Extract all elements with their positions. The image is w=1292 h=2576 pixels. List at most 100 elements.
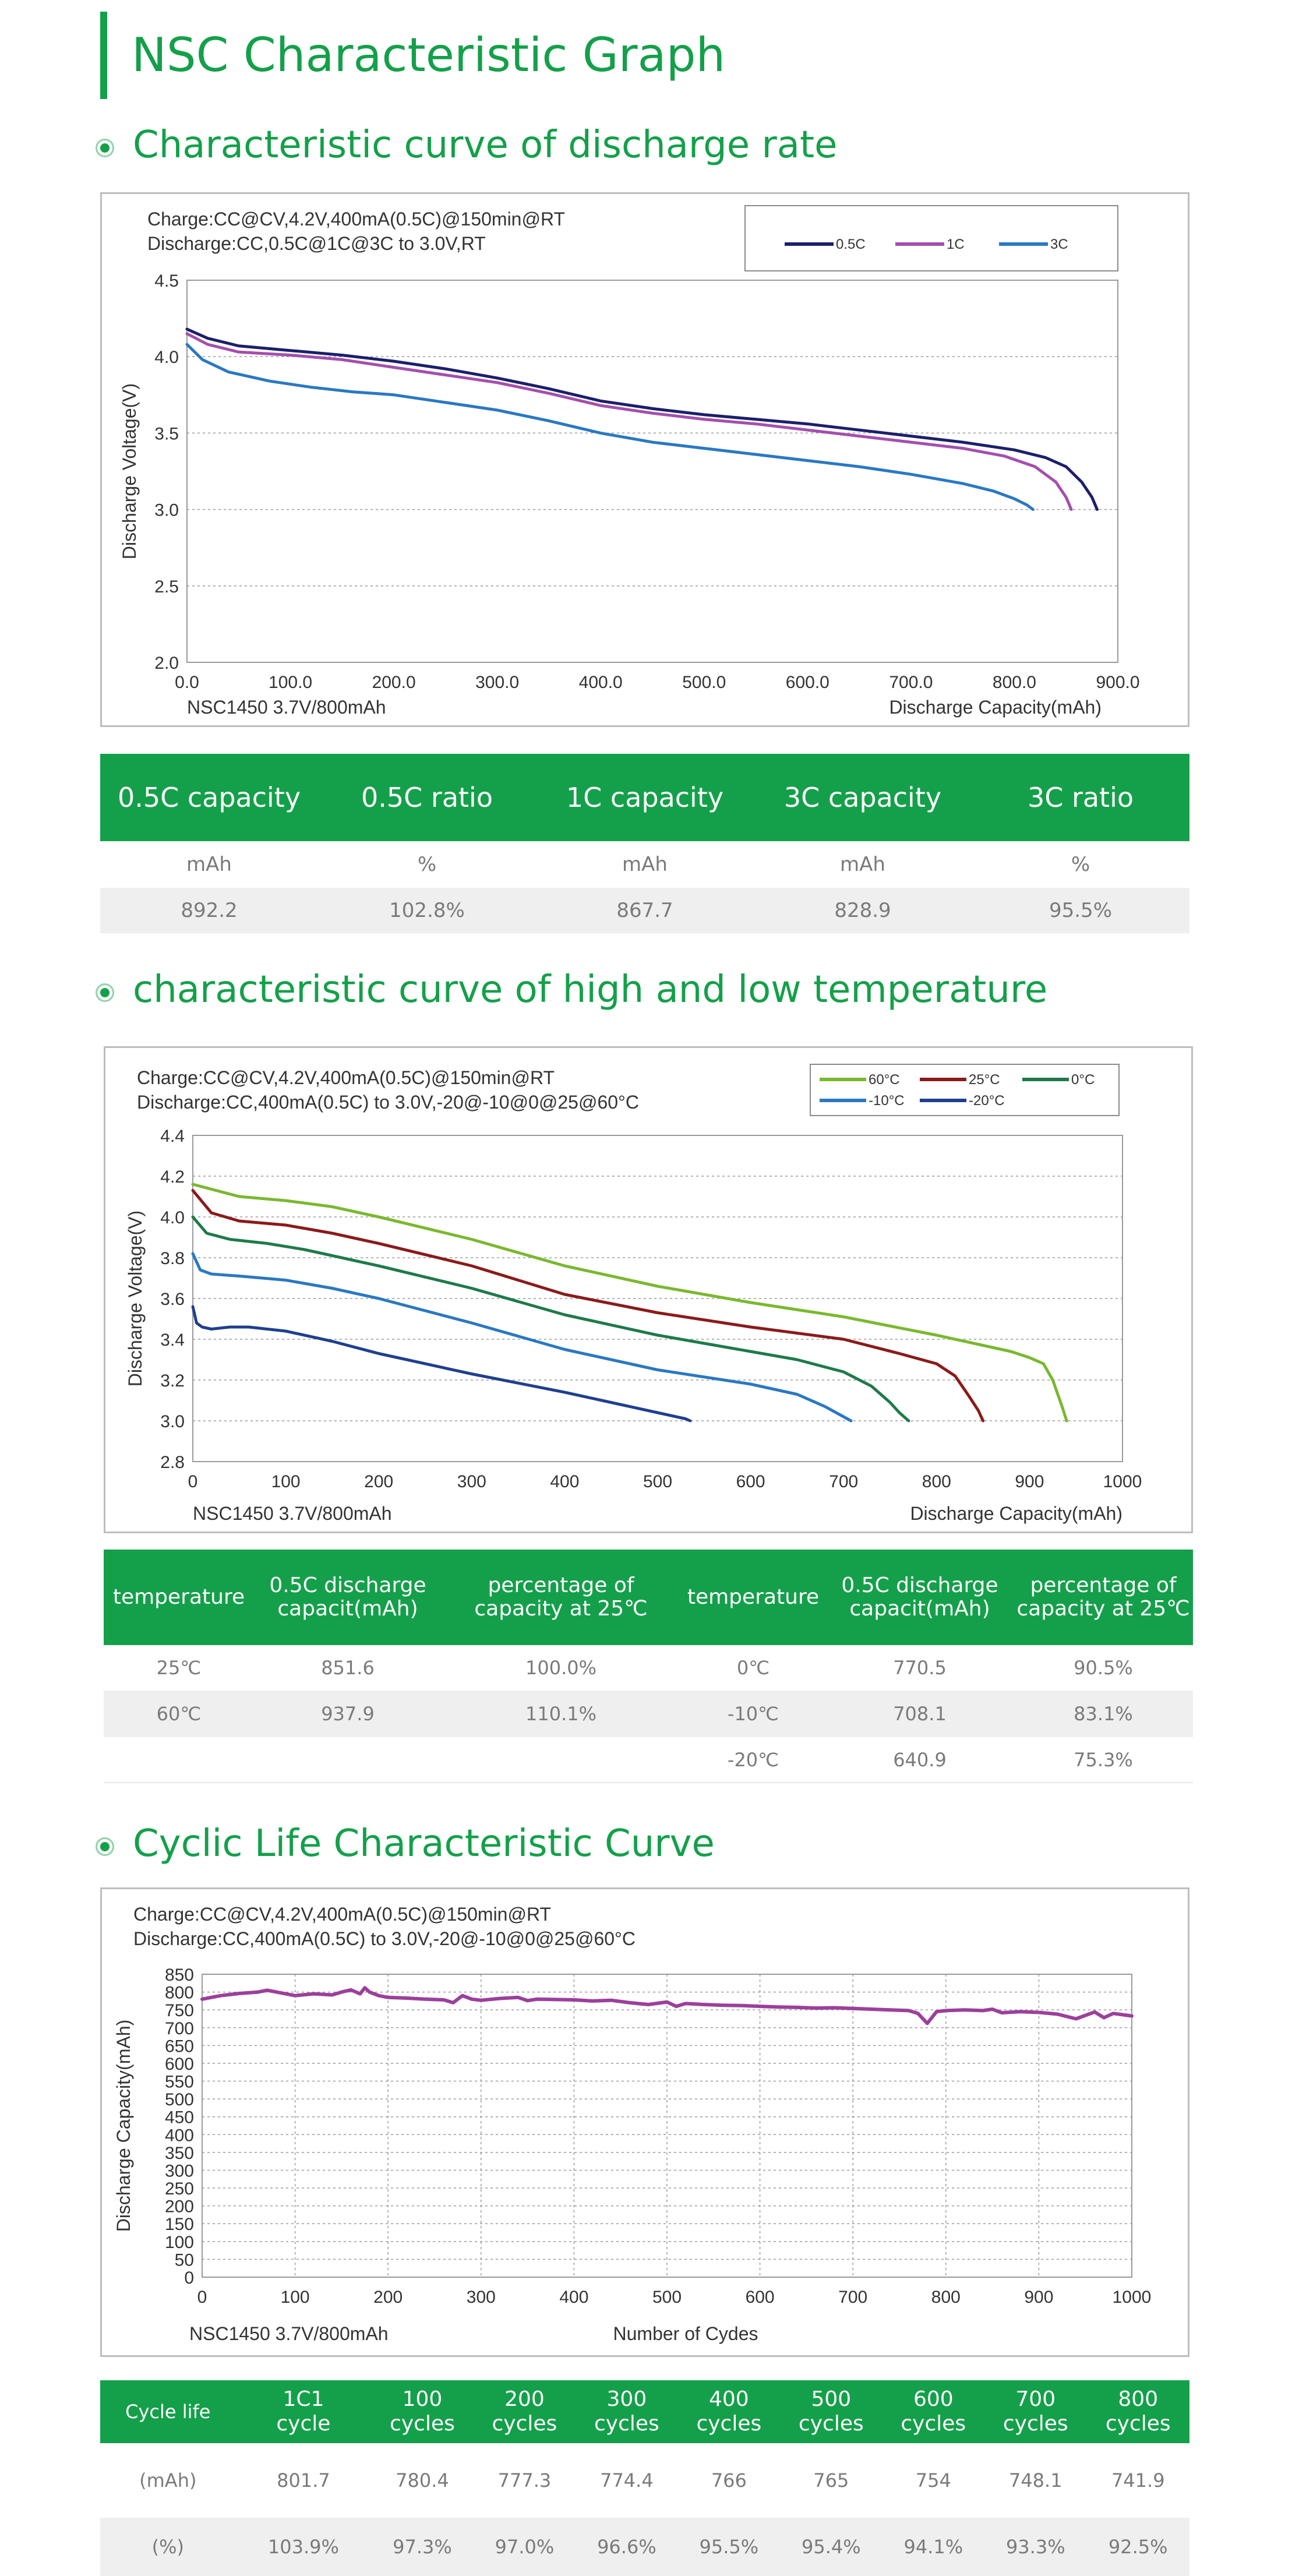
table-cell: 110.1%: [442, 1691, 680, 1737]
series-line: [191, 1305, 692, 1423]
unit-cell: mAh: [622, 853, 668, 876]
x-tick-label: 100: [281, 2288, 310, 2307]
x-tick-label: 900: [1015, 1472, 1044, 1491]
x-tick-label: 600: [746, 2288, 775, 2307]
x-tick-label: 600.0: [786, 673, 829, 692]
table-cell: 741.9: [1111, 2469, 1165, 2492]
series-line: [191, 1252, 853, 1423]
unit-cell: %: [1071, 853, 1090, 876]
discharge-note: Discharge:CC,0.5C@1C@3C to 3.0V,RT: [147, 233, 486, 254]
table-cell: 780.4: [396, 2469, 449, 2492]
table-header: 700 cycles: [984, 2380, 1087, 2443]
x-tick-label: 0: [197, 2288, 207, 2307]
table-header: 200 cycles: [473, 2380, 576, 2443]
table-header: 800 cycles: [1086, 2380, 1189, 2443]
table-header: 3C capacity: [754, 754, 972, 841]
section-title-temperature: characteristic curve of high and low tem…: [133, 968, 1048, 1011]
y-tick-label: 850: [165, 1965, 194, 1985]
series-line: [185, 327, 1099, 511]
x-tick-label: 900.0: [1096, 673, 1139, 692]
table-cell: 83.1%: [1014, 1691, 1193, 1737]
table-cell: 777.3: [497, 2469, 552, 2492]
table-cell: 25℃: [156, 1657, 202, 1679]
y-tick-label: 750: [165, 2001, 194, 2020]
table-cell: 60℃: [104, 1691, 254, 1737]
charge-note: Charge:CC@CV,4.2V,400mA(0.5C)@150min@RT: [137, 1067, 555, 1088]
table-header: 400 cycles: [677, 2380, 781, 2443]
section-bullet-icon: [100, 1842, 110, 1851]
y-tick-label: 450: [165, 2108, 194, 2127]
y-tick-label: 4.2: [160, 1167, 185, 1187]
y-tick-label: 4.5: [154, 271, 179, 291]
table-cell: 765: [813, 2469, 849, 2492]
y-tick-label: 700: [165, 2019, 194, 2038]
table-cell: (%): [100, 2518, 236, 2576]
x-tick-label: 500: [652, 2288, 682, 2307]
temperature-chart: 2.8 3.0 3.2 3.4 3.6 3.8 4.0 4.2 4.4 0 100 200 300 400…: [125, 1064, 1142, 1524]
value-cell: 892.2: [100, 888, 318, 933]
table-header: 300 cycles: [576, 2380, 678, 2443]
value-cell: 95.5%: [972, 888, 1189, 933]
y-tick-label: 3.5: [154, 424, 179, 443]
y-tick-label: 4.0: [154, 348, 179, 367]
y-tick-label: 100: [165, 2233, 194, 2252]
section-title-cyclic-life: Cyclic Life Characteristic Curve: [133, 1822, 715, 1865]
y-tick-label: 2.8: [160, 1453, 185, 1472]
table-header: 1C capacity: [536, 754, 754, 841]
table-cell: [254, 1737, 442, 1783]
page-title: NSC Characteristic Graph: [132, 28, 726, 82]
x-tick-label: 700.0: [889, 673, 933, 692]
x-axis-label: Number of Cydes: [613, 2323, 758, 2344]
legend-label: 60°C: [869, 1072, 900, 1088]
charge-note: Charge:CC@CV,4.2V,400mA(0.5C)@150min@RT: [147, 209, 566, 230]
x-axis-label: Discharge Capacity(mAh): [889, 697, 1102, 718]
value-cell: 828.9: [754, 888, 972, 933]
x-tick-label: 400: [550, 1472, 579, 1491]
x-tick-label: 800: [931, 2288, 961, 2307]
cyclic-life-chart-box: Charge:CC@CV,4.2V,400mA(0.5C)@150min@RT …: [100, 1887, 1189, 2357]
y-tick-label: 3.0: [160, 1412, 185, 1431]
y-tick-label: 400: [165, 2126, 194, 2145]
y-tick-label: 3.2: [160, 1371, 185, 1391]
x-tick-label: 700: [829, 1472, 858, 1491]
y-tick-label: 50: [175, 2250, 194, 2270]
table-cell: [442, 1737, 680, 1783]
table-cell: 97.3%: [371, 2518, 474, 2576]
table-cell: 94.1%: [882, 2518, 985, 2576]
table-cell: 770.5: [893, 1657, 947, 1679]
table-cell: 937.9: [254, 1691, 442, 1737]
discharge-note: Discharge:CC,400mA(0.5C) to 3.0V,-20@-10…: [133, 1928, 636, 1949]
legend-label: 25°C: [969, 1072, 1000, 1088]
x-tick-label: 1000: [1113, 2288, 1152, 2307]
x-tick-label: 600: [736, 1472, 765, 1491]
x-tick-label: 1000: [1103, 1472, 1142, 1491]
y-tick-label: 500: [165, 2090, 194, 2109]
legend-label: -20°C: [969, 1093, 1005, 1109]
series-line: [191, 1215, 910, 1423]
table-header: percentage of capacity at 25℃: [1014, 1550, 1193, 1645]
table-cell: 92.5%: [1086, 2518, 1189, 2576]
table-cell: 100.0%: [525, 1657, 596, 1679]
table-header: 0.5C discharge capacit(mAh): [826, 1550, 1014, 1645]
cyclic-life-chart: 0501001502002503003504004505005506006507…: [113, 1965, 1152, 2344]
cyclic-life-table: Cycle life 1C1 cycle 100 cycles 200 cycl…: [100, 2380, 1189, 2576]
table-header: percentage of capacity at 25℃: [442, 1550, 680, 1645]
table-header: 0.5C discharge capacit(mAh): [254, 1550, 442, 1645]
x-tick-label: 0: [188, 1472, 198, 1491]
y-tick-label: 3.0: [154, 501, 179, 520]
series-line: [191, 1183, 1068, 1423]
x-tick-label: 800.0: [993, 673, 1036, 692]
y-tick-label: 2.0: [154, 654, 179, 673]
plot-frame: [186, 280, 1118, 663]
discharge-rate-chart-box: Charge:CC@CV,4.2V,400mA(0.5C)@150min@RT …: [100, 192, 1189, 727]
title-accent-bar: [100, 12, 107, 99]
y-axis-label: Discharge Capacity(mAh): [113, 2020, 134, 2232]
table-header: Cycle life: [100, 2380, 236, 2443]
table-cell: -10℃: [680, 1691, 826, 1737]
y-tick-label: 2.5: [154, 577, 179, 597]
y-tick-label: 600: [165, 2055, 194, 2074]
table-cell: 754: [915, 2469, 951, 2492]
table-header: 0.5C ratio: [318, 754, 536, 841]
x-tick-label: 500: [643, 1472, 672, 1491]
table-cell: 774.4: [600, 2469, 654, 2492]
